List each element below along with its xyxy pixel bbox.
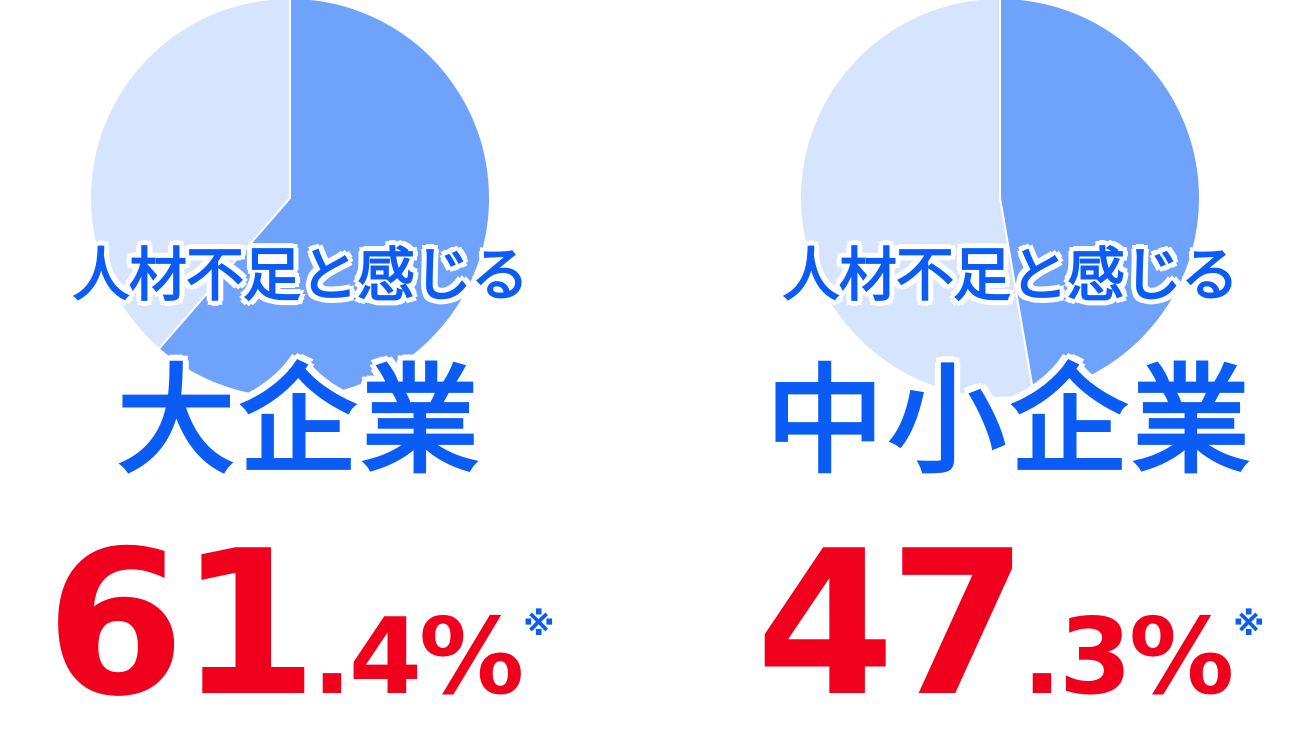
pie-slice-other: [799, 0, 1035, 399]
sme-subtitle: 人材不足と感じる: [781, 241, 1239, 309]
large-company-panel: 人材不足と感じる 大企業 61.4%※: [0, 0, 600, 735]
sme-value-decimal: .3%: [1022, 596, 1234, 718]
sme-value: 47.3%※: [710, 525, 1300, 735]
pie-slice-shortage: [999, 0, 1201, 397]
sme-value-integer: 47: [755, 508, 1028, 735]
large-company-note-mark: ※: [523, 605, 555, 643]
large-company-value-decimal: .4%: [312, 596, 524, 718]
pie-slice-other: [89, 0, 291, 351]
large-company-category: 大企業: [116, 352, 483, 490]
large-company-subtitle: 人材不足と感じる: [71, 241, 529, 309]
large-company-pie: [89, 0, 491, 399]
sme-category: 中小企業: [765, 352, 1254, 490]
sme-note-mark: ※: [1233, 605, 1265, 643]
pie-slice-shortage: [157, 0, 491, 399]
sme-panel: 人材不足と感じる 中小企業 47.3%※: [710, 0, 1300, 735]
sme-pie: [799, 0, 1201, 399]
large-company-value: 61.4%※: [0, 525, 600, 735]
large-company-value-integer: 61: [45, 508, 318, 735]
